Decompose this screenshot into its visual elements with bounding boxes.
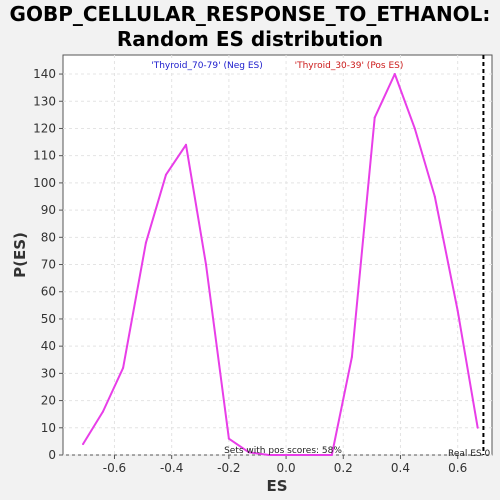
data-point [433, 195, 436, 198]
y-tick-label: 50 [41, 312, 56, 326]
data-point [227, 437, 230, 440]
y-tick-label: 120 [33, 121, 56, 135]
x-axis-ticks: -0.6 -0.4 -0.2 0.0 0.2 0.4 0.6 [103, 455, 467, 475]
y-axis-ticks: 0 10 20 30 40 50 60 70 80 90 100 110 120 130 140 [33, 67, 63, 462]
y-tick-label: 140 [33, 67, 56, 81]
y-tick-label: 90 [41, 203, 56, 217]
y-tick-label: 40 [41, 339, 56, 353]
real-es-label: Real ES 0 [448, 449, 491, 459]
y-tick-label: 0 [48, 448, 56, 462]
data-point [184, 143, 187, 146]
data-point [350, 356, 353, 359]
y-tick-label: 130 [33, 94, 56, 108]
chart-title-line2: Random ES distribution [116, 27, 384, 51]
data-point [164, 173, 167, 176]
legend-neg: 'Thyroid_70-79' (Neg ES) [151, 61, 262, 71]
data-point [144, 241, 147, 244]
data-point [476, 426, 479, 429]
data-point [373, 116, 376, 119]
x-tick-label: 0.4 [391, 461, 410, 475]
data-point [330, 454, 333, 456]
legend-pos: 'Thyroid_30-39' (Pos ES) [295, 61, 404, 71]
x-tick-label: -0.6 [103, 461, 126, 475]
chart-title-line1: GOBP_CELLULAR_RESPONSE_TO_ETHANOL: [9, 2, 491, 26]
data-point [310, 454, 313, 456]
x-tick-label: -0.4 [160, 461, 183, 475]
series-group [82, 73, 479, 456]
data-point [205, 263, 207, 266]
y-tick-label: 80 [41, 230, 56, 244]
data-point [413, 127, 416, 130]
data-point [290, 454, 293, 456]
y-tick-label: 10 [41, 421, 56, 435]
data-point [82, 443, 85, 446]
series-line [82, 73, 479, 456]
y-tick-label: 60 [41, 285, 56, 299]
y-tick-label: 110 [33, 149, 56, 163]
x-tick-label: 0.0 [277, 461, 296, 475]
x-axis-label: ES [266, 477, 287, 495]
plot-area [62, 54, 493, 456]
data-point [456, 309, 459, 312]
data-point [267, 454, 270, 456]
x-tick-label: -0.2 [217, 461, 240, 475]
chart-title: GOBP_CELLULAR_RESPONSE_TO_ETHANOL: Rando… [0, 2, 500, 52]
x-tick-label: 0.6 [448, 461, 467, 475]
y-tick-label: 70 [41, 258, 56, 272]
y-tick-label: 20 [41, 394, 56, 408]
data-point [122, 366, 125, 369]
y-tick-label: 100 [33, 176, 56, 190]
pos-scores-note: Sets with pos scores: 58% [224, 446, 342, 456]
x-tick-label: 0.2 [334, 461, 353, 475]
y-tick-label: 30 [41, 366, 56, 380]
data-point [393, 73, 396, 76]
data-point [102, 410, 105, 413]
y-axis-label: P(ES) [11, 232, 29, 278]
grid-lines [63, 55, 492, 456]
data-point [247, 451, 250, 454]
